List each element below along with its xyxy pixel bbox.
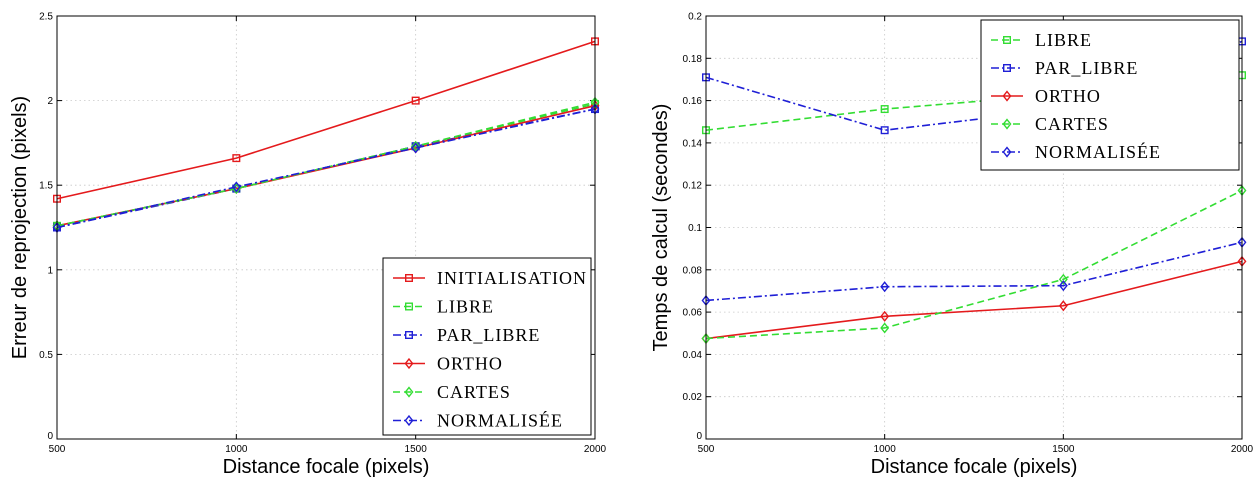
legend-marker	[1003, 36, 1012, 45]
series-line	[705, 74, 1243, 132]
y-tick-label: 0.06	[683, 308, 703, 319]
legend-entry: CARTES	[393, 382, 511, 402]
legend-entry: LIBRE	[991, 30, 1092, 50]
x-tick-label: 2000	[584, 444, 607, 455]
series-line	[705, 260, 1243, 340]
y-tick-label: 0.02	[683, 392, 703, 403]
series-line	[56, 108, 596, 229]
legend-entry: NORMALISÉE	[991, 141, 1161, 162]
legend: LIBRE PAR_LIBRE ORTHO CARTES NORMALISÉE	[980, 19, 1240, 171]
x-tick-label: 500	[49, 444, 66, 455]
y-tick-label: 1.5	[39, 181, 53, 192]
legend-marker	[404, 357, 414, 370]
plot-frame	[705, 15, 1243, 440]
legend-entry: PAR_LIBRE	[393, 325, 540, 345]
y-tick-label: 0	[47, 431, 53, 442]
legend-label: LIBRE	[1035, 30, 1092, 50]
legend-box	[382, 257, 592, 436]
data-point	[880, 281, 890, 293]
data-point	[411, 96, 420, 105]
legend-marker	[405, 331, 414, 340]
y-tick-label: 0.08	[683, 265, 703, 276]
data-point	[880, 105, 889, 114]
series-line	[705, 189, 1243, 340]
chart-2: 0 0.02 0.04 0.06 0.08 0.1 0.12 0.14 0.16 0.18 0.2 5…	[650, 12, 1254, 479]
legend-marker	[1002, 118, 1012, 130]
y-tick-label: 0.14	[683, 138, 703, 149]
legend-entry: ORTHO	[991, 86, 1101, 106]
legend-entry: LIBRE	[393, 297, 494, 317]
legend-marker	[1002, 90, 1012, 102]
x-tick-label: 500	[698, 444, 715, 455]
legend-entry: NORMALISÉE	[393, 410, 563, 431]
data-point	[880, 322, 890, 334]
legend-label: INITIALISATION	[437, 268, 587, 288]
legend-label: CARTES	[437, 382, 511, 402]
series-normalisée	[52, 103, 600, 234]
legend-entry: INITIALISATION	[393, 268, 587, 288]
x-tick-label: 1500	[405, 444, 428, 455]
legend-entry: PAR_LIBRE	[991, 58, 1138, 78]
data-point	[232, 154, 241, 163]
legend-box	[980, 19, 1240, 171]
y-axis-label: Erreur de reprojection (pixels)	[9, 96, 31, 359]
legend-label: LIBRE	[437, 297, 494, 317]
y-tick-label: 0	[696, 431, 702, 442]
legend-marker	[405, 302, 414, 311]
legend-label: CARTES	[1035, 114, 1109, 134]
legend-label: PAR_LIBRE	[1035, 58, 1138, 78]
y-tick-label: 2.5	[39, 12, 53, 23]
series-line	[705, 241, 1243, 302]
x-axis-label: Distance focale (pixels)	[223, 456, 430, 478]
x-axis-label: Distance focale (pixels)	[871, 456, 1078, 478]
y-tick-label: 0.2	[688, 12, 702, 23]
chart-1: 0 0.5 1 1.5 2 2.5 500 1000 1500 2000 Distance foca…	[9, 12, 607, 479]
data-point	[1058, 273, 1068, 285]
y-tick-label: 0.18	[683, 54, 703, 65]
data-point	[411, 140, 421, 152]
series-line	[56, 40, 596, 200]
legend-marker	[1003, 63, 1012, 72]
legend-marker	[1002, 146, 1012, 158]
plot-frame	[56, 15, 596, 440]
y-tick-label: 0.5	[39, 350, 53, 361]
legend-label: NORMALISÉE	[437, 410, 563, 431]
x-tick-label: 1500	[1052, 444, 1075, 455]
y-tick-label: 0.1	[688, 223, 702, 234]
x-tick-label: 1000	[225, 444, 248, 455]
legend-marker	[404, 386, 414, 398]
data-point	[1058, 280, 1068, 292]
data-point	[411, 142, 421, 154]
x-tick-label: 1000	[874, 444, 897, 455]
y-tick-label: 1	[47, 265, 53, 276]
y-tick-label: 0.16	[683, 96, 703, 107]
legend-marker	[404, 414, 414, 427]
legend-label: ORTHO	[1035, 86, 1101, 106]
data-point	[880, 126, 889, 135]
legend-label: PAR_LIBRE	[437, 325, 540, 345]
legend-label: ORTHO	[437, 354, 503, 374]
y-tick-label: 0.12	[683, 181, 703, 192]
y-tick-label: 0.04	[683, 350, 703, 361]
data-point	[1058, 300, 1068, 312]
data-point	[880, 310, 890, 322]
legend: INITIALISATION LIBRE PAR_LIBRE ORTHO CARTES N…	[382, 257, 592, 436]
legend-marker	[405, 274, 414, 283]
y-axis-label: Temps de calcul (secondes)	[650, 104, 672, 352]
y-tick-label: 2	[47, 96, 53, 107]
legend-label: NORMALISÉE	[1035, 141, 1161, 162]
x-tick-label: 2000	[1231, 444, 1254, 455]
data-point	[231, 181, 241, 193]
legend-entry: CARTES	[991, 114, 1109, 134]
series-line	[705, 40, 1243, 132]
legend-entry: ORTHO	[393, 354, 503, 374]
